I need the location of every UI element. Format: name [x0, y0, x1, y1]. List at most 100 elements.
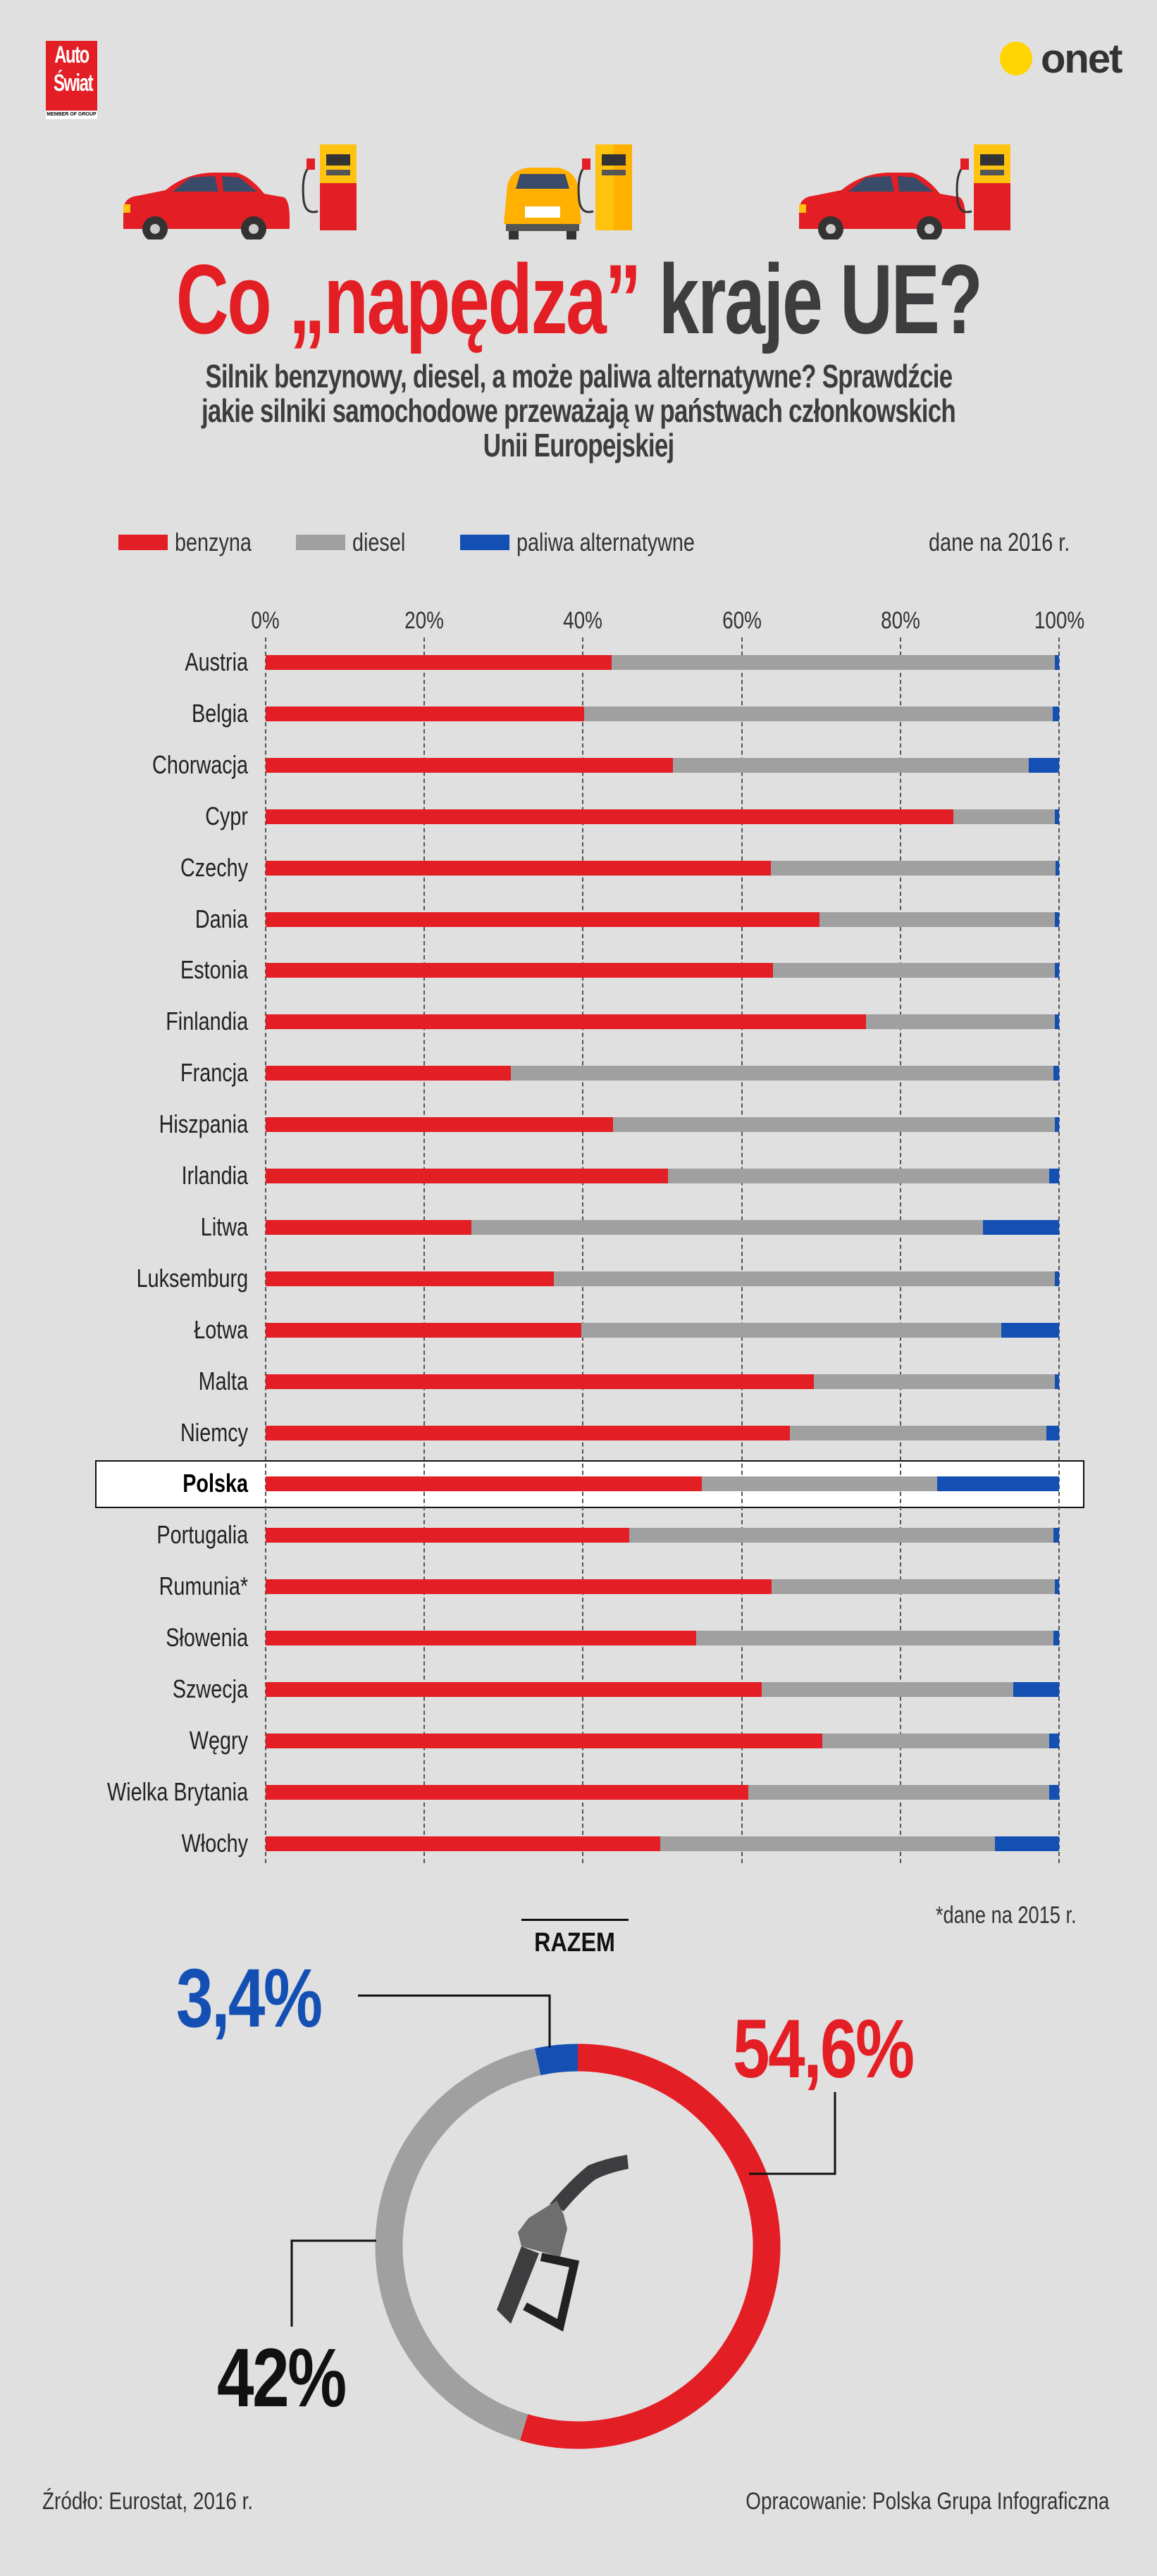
legend-benzyna: benzyna [118, 528, 271, 556]
country-label: Cypr [205, 801, 248, 830]
country-label: Włochy [181, 1828, 248, 1858]
country-label: Węgry [189, 1725, 248, 1755]
title-part-dark: kraje UE? [658, 244, 982, 354]
bar-alt [1049, 1784, 1059, 1800]
onet-logo-text: onet [1041, 35, 1122, 82]
page-title: Co „napędza” kraje UE? [0, 247, 1157, 352]
country-label: Finlandia [166, 1007, 248, 1036]
bar-benzyna [266, 1374, 815, 1389]
country-label: Łotwa [194, 1314, 248, 1344]
title-part-red: Co „napędza” [175, 244, 642, 354]
donut-label-alt: 3,4% [176, 1952, 323, 2045]
x-tick-label: 60% [722, 607, 762, 634]
gridline [582, 637, 584, 1863]
bar-diesel [581, 1322, 1001, 1338]
bar-diesel [953, 809, 1056, 824]
country-label: Szwecja [172, 1674, 248, 1703]
subtitle: Silnik benzynowy, diesel, a może paliwa … [0, 359, 1157, 463]
legend-label: diesel [352, 528, 406, 556]
bar-benzyna [266, 757, 673, 773]
bar-diesel [629, 1528, 1054, 1543]
x-tick-label: 40% [563, 607, 603, 634]
leader-line-alt [358, 1994, 551, 2048]
red-car-icon [799, 173, 965, 239]
bar-alt [1049, 1169, 1059, 1183]
bar-alt [1056, 860, 1059, 876]
bar-alt [1053, 1528, 1059, 1543]
country-label: Niemcy [180, 1417, 248, 1447]
bar-alt [1055, 1374, 1059, 1389]
bar-alt [936, 1476, 1059, 1492]
bar-benzyna [266, 1579, 772, 1595]
fuel-pump-icon [577, 144, 632, 230]
bar-alt [1052, 706, 1059, 721]
gridline [741, 637, 743, 1863]
subtitle-line: jakie silniki samochodowe przeważają w p… [201, 392, 956, 429]
bar-benzyna [266, 1682, 762, 1697]
leader-line-diesel [290, 2239, 376, 2327]
bar-benzyna [266, 1271, 554, 1286]
country-label: Estonia [180, 955, 248, 985]
bar-diesel [660, 1836, 995, 1851]
data-year-note: dane na 2016 r. [928, 528, 1070, 556]
bar-benzyna [266, 963, 773, 978]
bar-diesel [819, 911, 1056, 927]
gridline [899, 637, 901, 1863]
bar-alt [1055, 963, 1059, 978]
legend-diesel: diesel [296, 528, 419, 556]
country-label: Francja [180, 1058, 248, 1088]
onet-dot-icon [1000, 42, 1032, 75]
donut-slice-benzyna [520, 2043, 781, 2449]
bar-benzyna [266, 1836, 660, 1851]
bar-diesel [814, 1374, 1056, 1389]
bar-diesel [583, 706, 1053, 721]
bar-benzyna [266, 1476, 703, 1492]
bar-alt [1055, 1117, 1059, 1133]
bar-diesel [611, 655, 1056, 670]
bar-alt [1055, 655, 1059, 670]
bar-benzyna [266, 1066, 511, 1081]
legend-label: paliwa alternatywne [516, 528, 695, 556]
onet-logo: onet [1000, 36, 1122, 82]
bar-diesel [471, 1219, 983, 1235]
legend-swatch [460, 535, 509, 550]
bar-alt [1053, 1631, 1059, 1646]
donut-slice-diesel [375, 2048, 541, 2441]
bar-benzyna [266, 1117, 614, 1133]
bar-benzyna [266, 809, 954, 824]
bar-diesel [510, 1066, 1054, 1081]
red-car-icon [123, 173, 290, 239]
country-label: Austria [185, 647, 248, 676]
bar-alt [1046, 1425, 1059, 1441]
footnote: *dane na 2015 r. [936, 1902, 1077, 1929]
x-tick-label: 20% [404, 607, 445, 634]
bar-benzyna [266, 1528, 629, 1543]
donut-label-diesel: 42% [217, 2332, 347, 2425]
bar-benzyna [266, 1425, 791, 1441]
subtitle-line: Unii Europejskiej [483, 427, 674, 463]
donut-slice-paliwa-alternatywne [535, 2043, 578, 2076]
yellow-car-icon [504, 168, 581, 239]
country-label: Wielka Brytania [106, 1777, 248, 1806]
country-label: Malta [198, 1366, 248, 1395]
leader-line-benzyna [749, 2092, 836, 2175]
bar-alt [982, 1219, 1059, 1235]
country-label: Dania [194, 904, 248, 933]
donut-title: RAZEM [521, 1919, 629, 1958]
bar-benzyna [266, 1014, 867, 1030]
country-label: Polska [182, 1469, 248, 1498]
country-label: Irlandia [181, 1161, 248, 1190]
bar-diesel [772, 963, 1056, 978]
bar-alt [1055, 1014, 1059, 1030]
bar-alt [1053, 1066, 1059, 1081]
bar-diesel [553, 1271, 1056, 1286]
bar-benzyna [266, 1322, 582, 1338]
donut-label-benzyna: 54,6% [733, 2003, 915, 2096]
bar-diesel [822, 1733, 1050, 1748]
bar-diesel [672, 757, 1029, 773]
country-label: Luksemburg [136, 1263, 248, 1293]
bar-benzyna [266, 1784, 748, 1800]
cars-illustration [123, 144, 1010, 239]
country-label: Czechy [180, 852, 248, 882]
donut-chart [290, 1994, 836, 2449]
